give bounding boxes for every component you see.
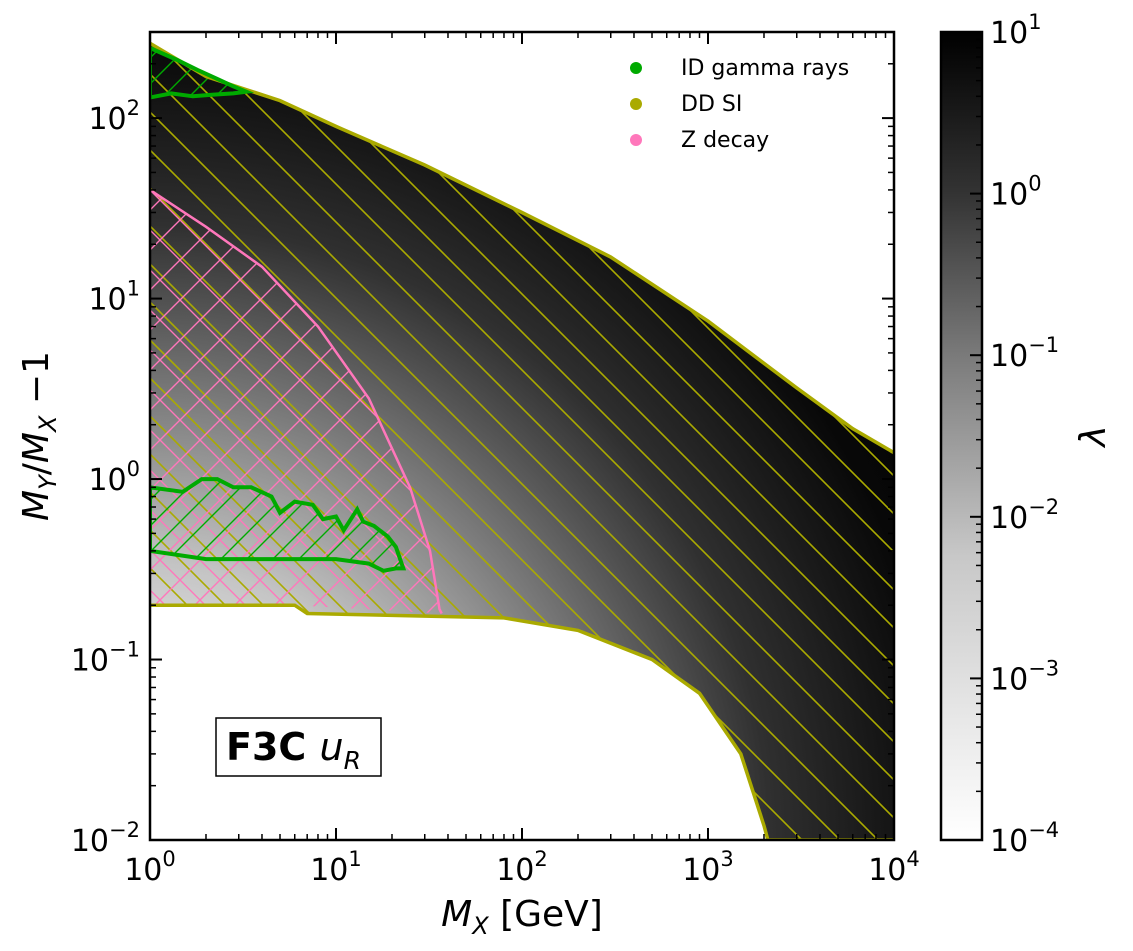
- plot-area: [150, 41, 894, 840]
- legend-marker-dd-si: [630, 98, 642, 110]
- colorbar-ticks: 10−4 10−3 10−2 10−1 100 101: [970, 10, 1059, 859]
- x-axis-title: MX [GeV]: [441, 894, 603, 940]
- legend-marker-z-decay: [630, 134, 642, 146]
- legend-marker-id-gamma: [630, 62, 642, 74]
- colorbar-label: λ: [1073, 425, 1114, 448]
- x-axis: 100 101 102 103 104: [124, 32, 920, 888]
- y-axis: 10−2 10−1 100 101 102: [71, 31, 894, 859]
- colorbar-tick-label: 10−1: [990, 333, 1059, 374]
- id-gamma-hatch-low: [150, 479, 404, 571]
- y-tick-label: 10−2: [71, 818, 140, 859]
- colorbar-tick-label: 100: [990, 172, 1042, 213]
- colorbar-tick-label: 10−4: [990, 818, 1059, 859]
- colorbar-tick-label: 101: [990, 10, 1042, 51]
- legend-label-dd-si: DD SI: [681, 92, 742, 117]
- colorbar-tick-label: 10−3: [990, 656, 1059, 697]
- colorbar: 10−4 10−3 10−2 10−1 100 101 λ: [939, 10, 1114, 859]
- panel-label-main: F3C: [226, 725, 320, 769]
- panel-label-var: u: [320, 725, 344, 769]
- colorbar-tick-label: 10−2: [990, 495, 1059, 536]
- legend-label-z-decay: Z decay: [681, 128, 769, 153]
- x-tick-label: 103: [682, 847, 734, 888]
- y-tick-label: 10−1: [71, 638, 140, 679]
- z-decay-boundary: [150, 188, 443, 615]
- x-tick-label: 104: [868, 847, 920, 888]
- y-tick-label: 100: [88, 457, 140, 498]
- x-tick-label: 100: [124, 847, 176, 888]
- id-gamma-boundary-high: [150, 45, 255, 100]
- legend-label-id-gamma: ID gamma rays: [681, 56, 849, 81]
- x-tick-label: 101: [310, 847, 362, 888]
- x-tick-label: 102: [496, 847, 548, 888]
- panel-label-box: [215, 717, 382, 777]
- colorbar-gradient: [939, 30, 984, 842]
- dd-si-hatch: [150, 43, 894, 840]
- id-gamma-boundary-low: [150, 477, 407, 573]
- panel-label-sub: R: [344, 746, 361, 775]
- dd-si-upper-boundary: [150, 41, 894, 455]
- y-tick-label: 101: [88, 277, 140, 318]
- y-axis-title: MY/MX −1: [16, 351, 62, 521]
- legend: ID gamma rays DD SI Z decay: [630, 56, 849, 153]
- y-tick-label: 102: [88, 96, 140, 137]
- panel-label: F3C uR: [215, 717, 382, 777]
- dd-si-lower-boundary: [150, 603, 894, 840]
- svg-text:F3C uR: F3C uR: [226, 725, 361, 775]
